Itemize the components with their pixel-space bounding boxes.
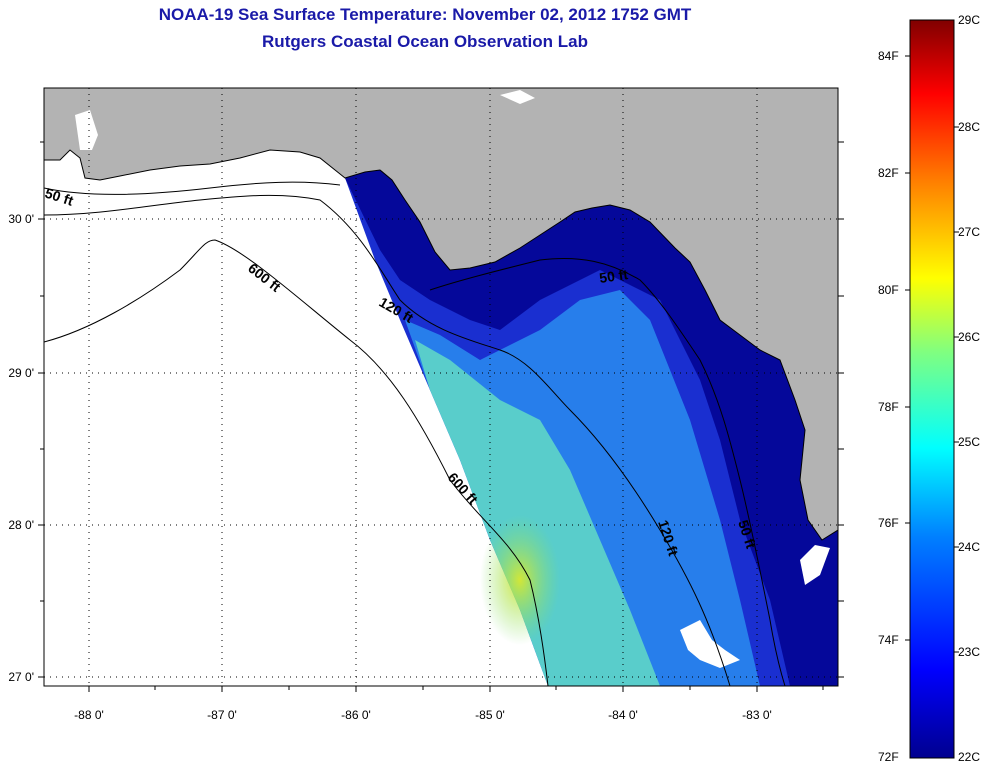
colorbar-c-label: 22C xyxy=(958,750,981,764)
sst-mid-band xyxy=(405,290,760,686)
colorbar-ticks xyxy=(905,55,959,653)
coastline xyxy=(44,149,838,541)
colorbar-f-label: 82F xyxy=(878,166,899,180)
colorbar-f-label: 76F xyxy=(878,516,899,530)
colorbar-c-label: 23C xyxy=(958,645,981,659)
x-tick-label: -86 0' xyxy=(341,708,371,722)
colorbar-c-label: 28C xyxy=(958,120,981,134)
cloud-patch xyxy=(500,90,535,104)
sst-warm-spot xyxy=(480,515,560,645)
contour-50ft-coastal xyxy=(429,257,786,686)
land-mass xyxy=(44,88,838,540)
sst-nearshore-cold xyxy=(345,170,838,686)
x-tick-label: -84 0' xyxy=(608,708,638,722)
cloud-patch xyxy=(800,545,830,585)
graticule xyxy=(44,88,838,686)
colorbar-c-label: 27C xyxy=(958,225,981,239)
tick-marks xyxy=(38,141,844,692)
colorbar-f-label: 84F xyxy=(878,49,899,63)
y-tick-label: 30 0' xyxy=(8,212,34,226)
map-subtitle: Rutgers Coastal Ocean Observation Lab xyxy=(262,32,588,51)
contour-600ft xyxy=(44,239,549,686)
contour-120ft xyxy=(44,194,731,686)
x-tick-label: -87 0' xyxy=(207,708,237,722)
colorbar xyxy=(909,19,955,759)
sst-warm-band xyxy=(415,340,660,686)
cloud-patch xyxy=(680,620,740,668)
colorbar-f-label: 74F xyxy=(878,633,899,647)
contour-label: 50 ft xyxy=(598,266,629,286)
colorbar-c-label: 24C xyxy=(958,540,981,554)
colorbar-f-label: 72F xyxy=(878,750,899,764)
x-tick-label: -83 0' xyxy=(742,708,772,722)
colorbar-f-label: 78F xyxy=(878,400,899,414)
y-tick-label: 28 0' xyxy=(8,518,34,532)
y-tick-label: 27 0' xyxy=(8,670,34,684)
map-title: NOAA-19 Sea Surface Temperature: Novembe… xyxy=(158,5,692,24)
colorbar-f-label: 80F xyxy=(878,283,899,297)
colorbar-c-label: 29C xyxy=(958,13,981,27)
plot-area xyxy=(44,88,838,686)
y-tick-label: 29 0' xyxy=(8,366,34,380)
contour-50ft-west xyxy=(44,181,341,195)
plot-frame xyxy=(43,87,839,687)
colorbar-c-label: 26C xyxy=(958,330,981,344)
x-tick-label: -85 0' xyxy=(475,708,505,722)
colorbar-c-label: 25C xyxy=(958,435,981,449)
x-tick-label: -88 0' xyxy=(74,708,104,722)
bay xyxy=(75,110,98,150)
